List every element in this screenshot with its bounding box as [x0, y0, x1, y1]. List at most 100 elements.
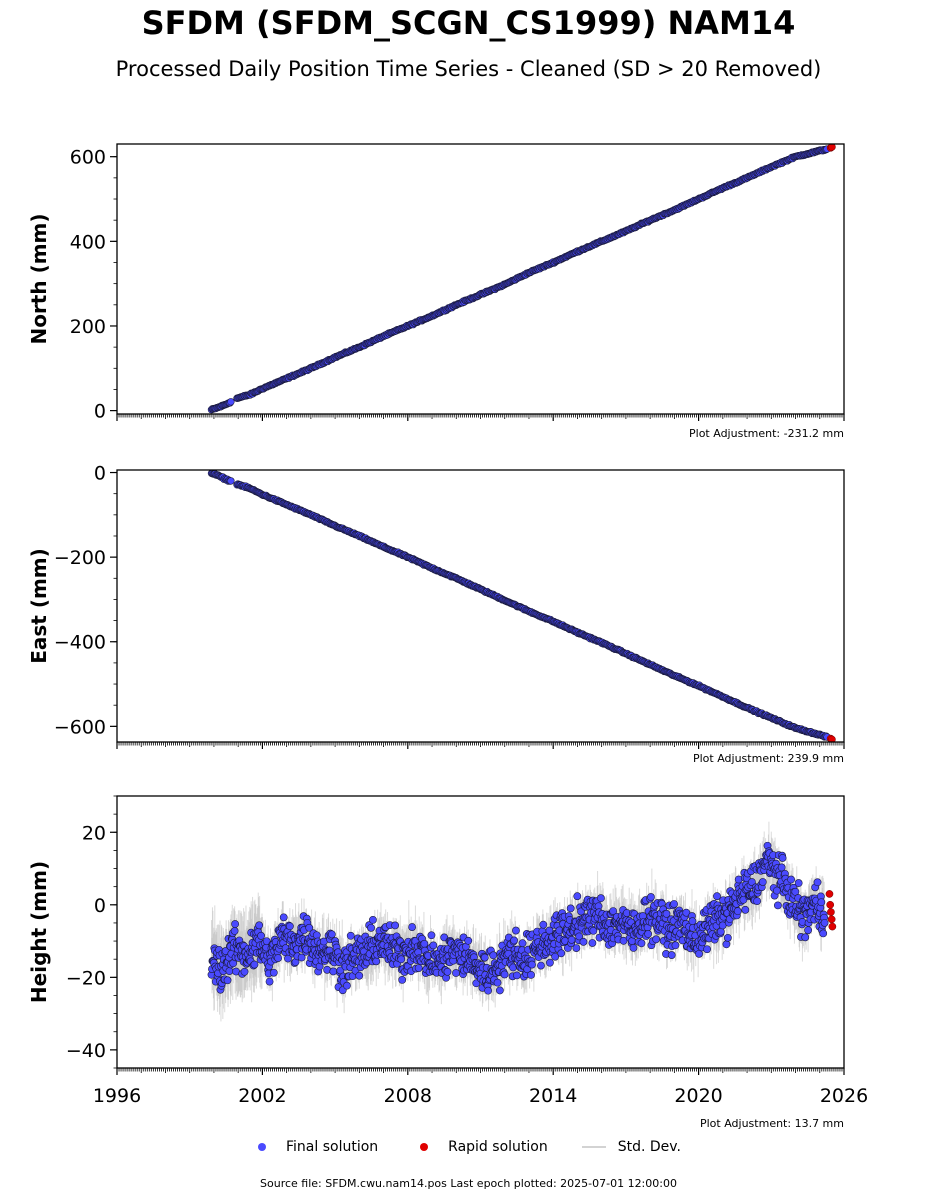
final-solution-point: [773, 901, 782, 910]
final-solution-point: [355, 971, 364, 980]
rapid-solution-point: [827, 908, 835, 916]
final-solution-point: [398, 975, 407, 984]
final-solution-point: [557, 949, 566, 958]
final-solution-point: [722, 940, 731, 949]
y-tick-label: 0: [94, 401, 106, 423]
rapid-solution-point: [826, 900, 835, 909]
final-solution-point: [346, 931, 355, 940]
final-solution-point: [551, 952, 560, 961]
final-solution-point: [279, 913, 288, 922]
y-tick-label: −600: [54, 716, 106, 738]
final-solution-point: [240, 967, 249, 976]
final-solution-point: [644, 930, 652, 938]
y-tick-label: 600: [70, 147, 106, 169]
final-solution-point: [500, 970, 509, 979]
final-solution-point: [223, 976, 232, 985]
final-solution-point: [493, 978, 502, 987]
final-solution-point: [285, 922, 294, 931]
final-solution-point: [723, 933, 732, 942]
final-solution-point: [391, 921, 400, 930]
final-solution-point: [573, 892, 582, 901]
final-solution-point: [629, 943, 638, 952]
y-axis-label: East (mm): [27, 548, 51, 664]
final-solution-point: [575, 932, 584, 941]
final-solution-point: [748, 878, 756, 886]
plot-area: [207, 470, 836, 742]
final-solution-point: [327, 930, 336, 939]
final-solution-point: [443, 967, 452, 976]
y-tick-label: 200: [70, 316, 106, 338]
final-solution-point: [758, 878, 767, 886]
final-solution-point: [369, 915, 377, 924]
final-solution-point: [420, 939, 429, 948]
final-solution-point: [589, 926, 598, 935]
final-solution-point: [688, 917, 697, 926]
final-solution-point: [682, 908, 691, 917]
rapid-solution-point: [827, 915, 836, 924]
final-solution-point: [819, 929, 828, 938]
final-solution-point: [671, 941, 680, 950]
final-solution-point: [257, 931, 265, 940]
final-solution-point: [414, 964, 423, 972]
y-axis-label: North (mm): [27, 213, 51, 344]
final-solution-point: [733, 907, 742, 916]
final-solution-point: [274, 954, 282, 962]
final-solution-point: [609, 907, 618, 915]
final-solution-point: [429, 941, 438, 950]
final-solution-point: [813, 878, 822, 887]
final-solution-point: [484, 986, 492, 995]
final-solution-point: [703, 945, 711, 954]
final-solution-point: [546, 958, 554, 967]
final-solution-point: [777, 863, 786, 872]
final-solution-point: [427, 931, 436, 940]
final-solution-point: [778, 854, 787, 862]
final-solution-point: [628, 937, 636, 945]
final-solution-point: [227, 398, 235, 406]
final-solution-point: [480, 953, 489, 962]
final-solution-point: [787, 875, 796, 884]
final-solution-point: [567, 935, 576, 944]
final-solution-point: [495, 986, 504, 995]
final-solution-point: [297, 953, 306, 962]
final-solution-point: [791, 887, 800, 896]
final-solution-point: [572, 944, 581, 952]
y-tick-label: 0: [94, 463, 106, 485]
final-solution-point: [817, 898, 826, 907]
final-solution-point: [662, 909, 671, 918]
final-solution-point: [566, 904, 575, 913]
final-solution-point: [794, 879, 803, 887]
y-tick-label: 400: [70, 231, 106, 253]
final-solution-point: [250, 960, 259, 969]
final-solution-point: [670, 900, 678, 908]
plot-area: [207, 821, 837, 1022]
final-solution-point: [329, 967, 338, 976]
final-solution-point: [343, 981, 351, 990]
final-solution-point: [537, 961, 545, 970]
final-solution-point: [579, 937, 588, 946]
final-solution-point: [539, 920, 548, 929]
final-solution-point: [527, 970, 535, 979]
plot-area: [207, 144, 836, 414]
final-solution-point: [231, 920, 240, 928]
rapid-solution-point: [828, 922, 837, 931]
y-tick-label: −200: [54, 547, 106, 569]
final-solution-point: [713, 892, 721, 901]
final-solution-point: [265, 977, 274, 986]
final-solution-point: [512, 971, 521, 980]
final-solution-point: [225, 967, 234, 975]
plot-adjustment-note: Plot Adjustment: 239.9 mm: [693, 752, 844, 765]
final-solution-point: [227, 477, 235, 485]
final-solution-point: [367, 923, 375, 932]
final-solution-point: [695, 949, 703, 958]
final-solution-point: [255, 921, 264, 930]
final-solution-point: [464, 936, 473, 945]
final-solution-point: [305, 923, 314, 932]
final-solution-point: [804, 926, 812, 935]
final-solution-point: [269, 968, 278, 977]
final-solution-point: [652, 935, 661, 944]
rapid-solution-point: [828, 735, 836, 742]
chart-subtitle: Processed Daily Position Time Series - C…: [115, 57, 822, 81]
final-solution-point: [397, 955, 406, 964]
final-solution-point: [518, 939, 527, 948]
